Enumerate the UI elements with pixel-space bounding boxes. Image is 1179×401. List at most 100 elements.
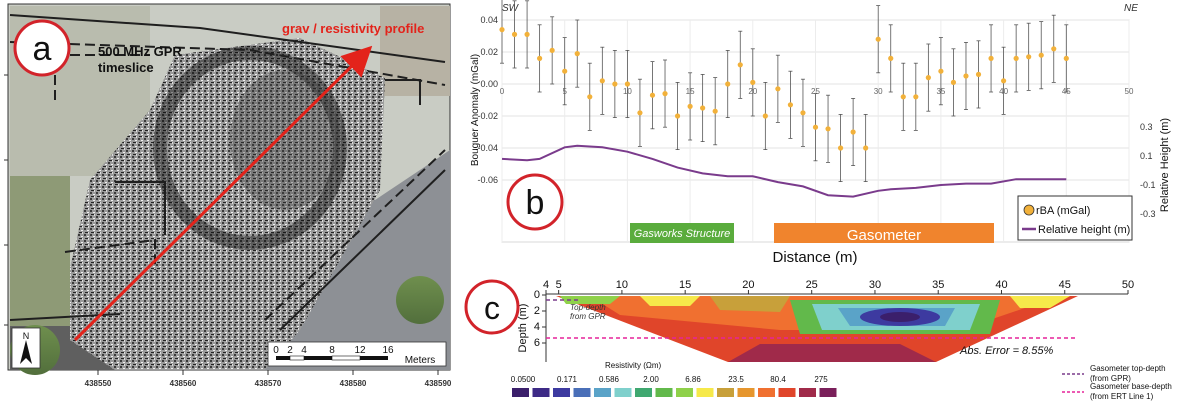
gasometer-label: Gasometer	[847, 227, 921, 244]
y2-tick-label: -0.1	[1140, 180, 1156, 190]
data-point	[850, 129, 856, 135]
colorbar-swatch	[758, 388, 775, 397]
svg-text:438590: 438590	[425, 379, 452, 388]
y-tick-label: -0.02	[477, 111, 498, 121]
c-y-axis-label: Depth (m)	[517, 304, 529, 353]
gasometer-bar	[774, 223, 994, 243]
sw-label: SW	[502, 3, 520, 14]
x-axis-label: Distance (m)	[772, 249, 857, 266]
data-point	[775, 86, 781, 92]
legend-height: Relative height (m)	[1038, 224, 1130, 236]
resistivity-title: Resistivity (Ωm)	[605, 361, 662, 370]
data-point	[562, 68, 568, 74]
y2-tick-label: 0.3	[1140, 122, 1153, 132]
data-point	[649, 92, 656, 98]
data-point	[700, 105, 706, 111]
x-tick-label: 50	[1125, 87, 1134, 96]
svg-text:0.0500: 0.0500	[511, 375, 536, 384]
data-point	[737, 62, 743, 68]
data-point	[913, 94, 919, 100]
colorbar-swatch	[819, 388, 837, 397]
resistivity-colorbar	[512, 388, 837, 397]
gpr-label-line1: 500 MHz GPR	[98, 44, 182, 59]
easting-labels: 438550 438560 438570 438580 438590	[85, 379, 452, 388]
c-y-tick-labels: 0 2 4 6	[534, 289, 546, 349]
x-tick-label: 30	[874, 87, 883, 96]
svg-text:0.586: 0.586	[599, 375, 620, 384]
panel-a-label: a	[13, 19, 71, 77]
data-point	[800, 110, 806, 116]
data-point	[511, 31, 518, 37]
y-axis-label: Bouguer Anomaly (mGal)	[470, 54, 481, 166]
colorbar-swatch	[553, 388, 570, 397]
y2-tick-label: -0.3	[1140, 209, 1156, 219]
data-point	[812, 124, 819, 130]
svg-text:0.171: 0.171	[557, 375, 578, 384]
y-tick-label: -0.04	[477, 143, 498, 153]
data-point	[787, 102, 794, 108]
y2-axis-label: Relative Height (m)	[1159, 118, 1171, 212]
y-tick-label: -0.06	[477, 175, 498, 185]
svg-text:438560: 438560	[170, 379, 197, 388]
data-point	[1051, 46, 1057, 52]
data-point	[674, 113, 681, 119]
data-point	[1026, 54, 1032, 60]
svg-text:2.00: 2.00	[643, 375, 659, 384]
svg-text:80.4: 80.4	[770, 375, 786, 384]
svg-text:N: N	[23, 331, 30, 341]
c-x-tick-label: 35	[932, 279, 944, 291]
data-point	[900, 94, 906, 100]
y-tick-label: 0.04	[480, 15, 498, 25]
c-y-tick-label: 2	[534, 305, 540, 317]
relative-height-line	[501, 144, 1067, 198]
profile-label: grav / resistivity profile	[282, 21, 424, 36]
colorbar-swatch	[676, 388, 693, 397]
data-point	[938, 68, 944, 74]
colorbar-swatch	[614, 388, 632, 397]
north-arrow-icon: N	[11, 327, 41, 369]
legend-base-depth-1: Gasometer base-depth	[1090, 382, 1172, 391]
data-point	[599, 78, 605, 84]
data-point	[837, 145, 844, 151]
top-depth-note-2: from GPR	[570, 312, 606, 321]
data-point	[1001, 78, 1007, 84]
panel-b-chart: SW NE 0.040.020.00-0.02-0.04-0.06 051015…	[470, 0, 1171, 266]
data-point	[499, 27, 505, 33]
y-tick-labels: 0.04 0.02 0.00 -0.02 -0.04 -0.06	[477, 15, 498, 185]
c-x-tick-label: 4	[543, 279, 549, 291]
y-tick-label: 0.02	[480, 47, 498, 57]
colorbar-swatch	[512, 388, 529, 397]
c-y-tick-label: 4	[534, 321, 540, 333]
c-y-tick-label: 6	[534, 337, 540, 349]
svg-text:2: 2	[287, 345, 293, 356]
c-x-tick-label: 45	[1059, 279, 1071, 291]
data-point	[863, 145, 869, 151]
data-point	[1063, 55, 1069, 62]
c-x-tick-label: 10	[616, 279, 628, 291]
y-tick-label: 0.00	[480, 79, 498, 89]
scale-bar: 0 2 4 8 12 16 Meters	[267, 341, 447, 367]
legend-top-depth-2: (from GPR)	[1090, 374, 1131, 383]
data-point	[537, 55, 543, 62]
legend-base-depth-2: (from ERT Line 1)	[1090, 392, 1154, 401]
data-point	[825, 126, 831, 132]
colorbar-swatch	[717, 388, 734, 397]
data-point	[875, 36, 881, 42]
data-point	[750, 79, 756, 85]
svg-text:0: 0	[273, 345, 279, 356]
data-point	[925, 75, 931, 81]
data-point	[963, 73, 969, 79]
data-point	[687, 103, 693, 109]
data-point	[975, 71, 982, 77]
svg-text:23.5: 23.5	[728, 375, 744, 384]
svg-text:c: c	[484, 290, 500, 326]
data-point	[549, 47, 555, 54]
data-point	[637, 110, 643, 116]
c-x-tick-label: 20	[742, 279, 754, 291]
panel-a-map	[4, 3, 451, 375]
c-x-tick-label: 15	[679, 279, 691, 291]
panel-c-label: c	[464, 279, 520, 335]
svg-text:438580: 438580	[340, 379, 367, 388]
data-point	[712, 108, 718, 114]
